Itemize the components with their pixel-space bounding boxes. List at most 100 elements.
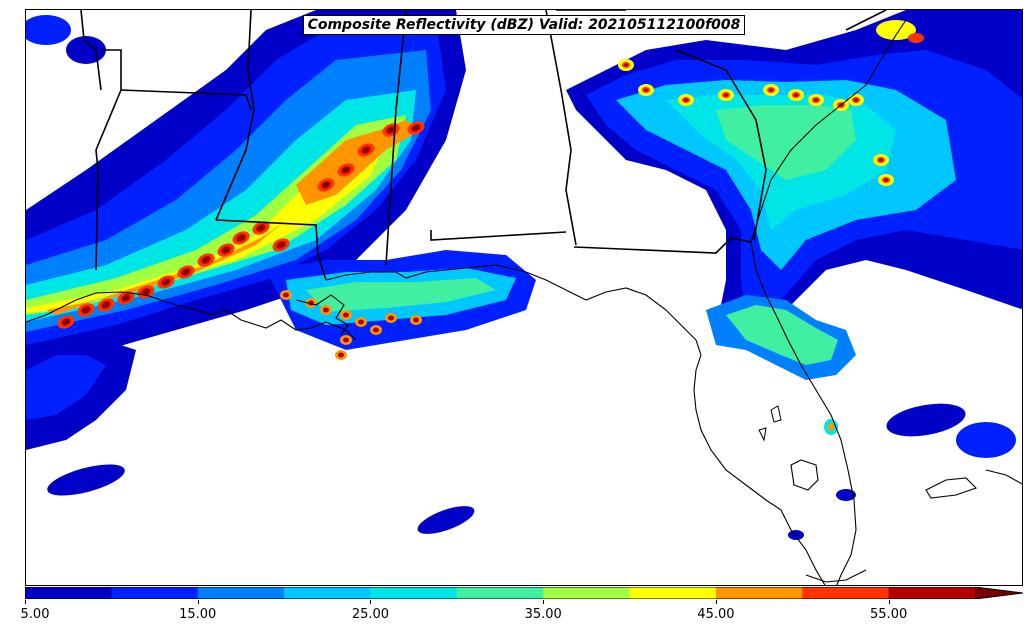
radar-cell — [413, 317, 419, 323]
radar-cell — [278, 243, 284, 247]
state-border-georgia-florida — [573, 237, 752, 254]
radar-cell — [908, 33, 924, 43]
radar-echo — [716, 105, 856, 180]
title-container: Composite Reflectivity (dBZ) Valid: 2021… — [26, 14, 1022, 35]
radar-cell — [238, 236, 244, 240]
radar-cell — [258, 226, 264, 230]
gulf-coast-louisiana-delta — [295, 294, 349, 336]
colorbar-tick-mark — [25, 600, 26, 604]
colorbar-segment — [802, 587, 890, 599]
radar-cell — [624, 63, 628, 67]
colorbar-tick-label: 35.00 — [524, 607, 562, 622]
lake-shape — [770, 405, 782, 423]
bahamas-island-2 — [985, 469, 1022, 485]
colorbar-outline — [25, 587, 1023, 599]
gulf-coast-texas — [26, 291, 357, 341]
state-border-arkansas-louisiana — [120, 89, 252, 111]
colorbar-segment — [25, 587, 112, 599]
radar-cell — [724, 93, 728, 97]
colorbar — [25, 587, 1023, 599]
radar-cell — [836, 489, 856, 501]
radar-cell — [343, 168, 349, 172]
radar-cell — [83, 308, 89, 312]
radar-cell — [338, 352, 344, 358]
radar-cell — [163, 280, 169, 284]
colorbar-segment — [629, 587, 717, 599]
gulf-coast-ms-al — [325, 264, 567, 291]
map-title: Composite Reflectivity (dBZ) Valid: 2021… — [302, 15, 746, 35]
radar-cell — [283, 292, 289, 298]
map-panel: Composite Reflectivity (dBZ) Valid: 2021… — [25, 9, 1023, 586]
florida-panhandle-big-bend — [565, 287, 826, 585]
colorbar-extend-arrow — [975, 587, 1023, 599]
radar-echo — [26, 355, 106, 420]
radar-cell — [879, 158, 883, 162]
colorbar-segment — [543, 587, 631, 599]
radar-cell — [123, 296, 129, 300]
radar-cell — [413, 126, 419, 130]
radar-echo — [26, 90, 416, 322]
state-border-texas-oklahoma — [80, 10, 102, 91]
political-borders — [80, 10, 887, 281]
radar-cell — [956, 422, 1016, 458]
florida-east-coast — [750, 241, 857, 585]
radar-cell — [886, 403, 966, 437]
colorbar-tick-mark — [715, 600, 717, 604]
colorbar-tick-label: 55.00 — [870, 607, 908, 622]
radar-cell — [47, 464, 125, 496]
radar-cell — [223, 248, 229, 252]
radar-cell — [343, 337, 349, 343]
state-border-mississippi-river — [215, 10, 255, 221]
radar-cell — [66, 36, 106, 64]
lake-shape-2 — [758, 427, 767, 442]
radar-cell — [876, 20, 916, 40]
inland-water — [758, 405, 782, 442]
radar-cell — [769, 88, 773, 92]
radar-cell — [788, 530, 804, 540]
radar-cell — [203, 258, 209, 262]
radar-cell — [103, 303, 109, 307]
state-border-alabama-georgia — [545, 10, 577, 246]
radar-cell — [388, 128, 394, 132]
radar-echo — [726, 305, 838, 365]
colorbar-tick-mark — [543, 600, 545, 604]
colorbar-segment — [456, 587, 544, 599]
reflectivity-map — [26, 10, 1022, 585]
colorbar-segment — [197, 587, 285, 599]
radar-cell — [373, 327, 379, 333]
state-border-georgia-sc — [675, 49, 767, 241]
colorbar-segment — [284, 587, 371, 599]
radar-cell — [26, 15, 71, 45]
radar-cell — [417, 506, 475, 534]
radar-cell — [323, 307, 329, 313]
radar-cell — [828, 423, 834, 431]
radar-cell — [323, 183, 329, 187]
radar-echo — [306, 278, 496, 312]
radar-cell — [644, 88, 648, 92]
radar-cell — [884, 178, 888, 182]
colorbar-tick-label: 45.00 — [697, 607, 735, 622]
lake-okeechobee — [790, 459, 819, 491]
colorbar-segment — [888, 587, 976, 599]
state-border-alabama-florida — [430, 230, 567, 241]
colorbar-tick-mark — [197, 600, 199, 604]
state-border-mississippi-alabama — [385, 10, 407, 266]
radar-echo — [46, 220, 286, 315]
state-border-nc-sc — [845, 10, 887, 31]
bahamas-island — [925, 477, 978, 499]
state-border-oklahoma-arkansas — [95, 49, 122, 271]
colorbar-tick-mark — [370, 600, 372, 604]
colorbar-tick-label: 25.00 — [351, 607, 390, 622]
radar-echo-layer — [26, 10, 1022, 540]
colorbar-segment — [715, 587, 803, 599]
radar-cell — [684, 98, 688, 102]
radar-cell — [358, 319, 364, 325]
colorbar-tick-mark — [888, 600, 890, 604]
colorbar-segment — [111, 587, 199, 599]
radar-cell — [63, 320, 69, 324]
radar-cell — [363, 148, 369, 152]
colorbar-segment — [370, 587, 458, 599]
coastlines — [26, 19, 1022, 585]
radar-cell — [343, 312, 349, 318]
radar-cell — [854, 98, 858, 102]
